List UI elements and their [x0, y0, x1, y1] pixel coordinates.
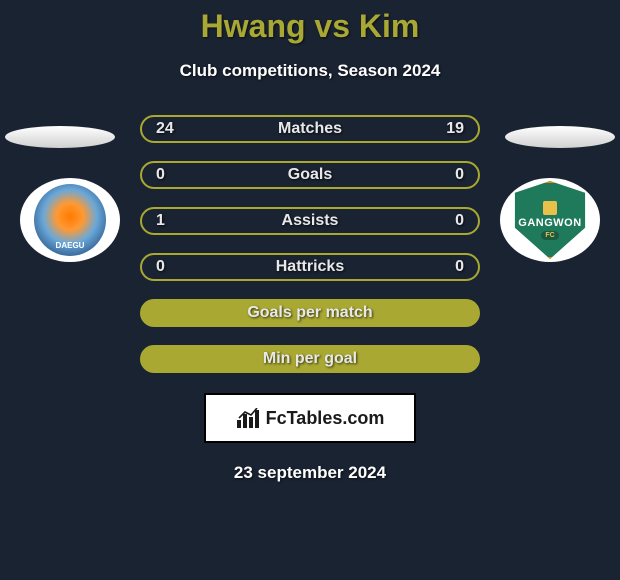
stat-label: Assists — [196, 212, 424, 230]
stat-row-goals-per-match: Goals per match — [140, 299, 480, 327]
stat-label: Min per goal — [196, 350, 424, 368]
stat-left-value: 24 — [156, 120, 196, 138]
shield-trophy-icon — [543, 201, 557, 215]
stat-row-goals: 0 Goals 0 — [140, 161, 480, 189]
stat-left-value: 1 — [156, 212, 196, 230]
stat-right-value: 0 — [424, 212, 464, 230]
gangwon-logo-sub: FC — [541, 231, 558, 240]
stat-left-value: 0 — [156, 166, 196, 184]
team-badge-left: DAEGU — [20, 178, 120, 262]
gangwon-logo-text: GANGWON — [518, 217, 581, 229]
stat-right-value: 0 — [424, 258, 464, 276]
brand-badge: FcTables.com — [204, 393, 416, 443]
brand-text: FcTables.com — [266, 408, 385, 429]
stats-table: 24 Matches 19 0 Goals 0 1 Assists 0 0 Ha… — [140, 115, 480, 373]
footer-date: 23 september 2024 — [234, 463, 386, 483]
player-marker-left — [5, 126, 115, 148]
daegu-logo-icon: DAEGU — [34, 184, 106, 256]
stat-right-value: 19 — [424, 120, 464, 138]
stat-row-hattricks: 0 Hattricks 0 — [140, 253, 480, 281]
stat-row-min-per-goal: Min per goal — [140, 345, 480, 373]
subtitle: Club competitions, Season 2024 — [180, 61, 441, 81]
stat-row-matches: 24 Matches 19 — [140, 115, 480, 143]
stat-label: Goals — [196, 166, 424, 184]
stat-label: Goals per match — [196, 304, 424, 322]
player-marker-right — [505, 126, 615, 148]
chart-bars-icon — [236, 408, 262, 428]
page-title: Hwang vs Kim — [201, 8, 420, 45]
stat-label: Matches — [196, 120, 424, 138]
stat-label: Hattricks — [196, 258, 424, 276]
daegu-logo-text: DAEGU — [56, 241, 85, 250]
stat-row-assists: 1 Assists 0 — [140, 207, 480, 235]
stat-left-value: 0 — [156, 258, 196, 276]
stat-right-value: 0 — [424, 166, 464, 184]
comparison-card: Hwang vs Kim Club competitions, Season 2… — [0, 0, 620, 483]
gangwon-logo-icon: GANGWON FC — [511, 181, 589, 259]
team-badge-right: GANGWON FC — [500, 178, 600, 262]
